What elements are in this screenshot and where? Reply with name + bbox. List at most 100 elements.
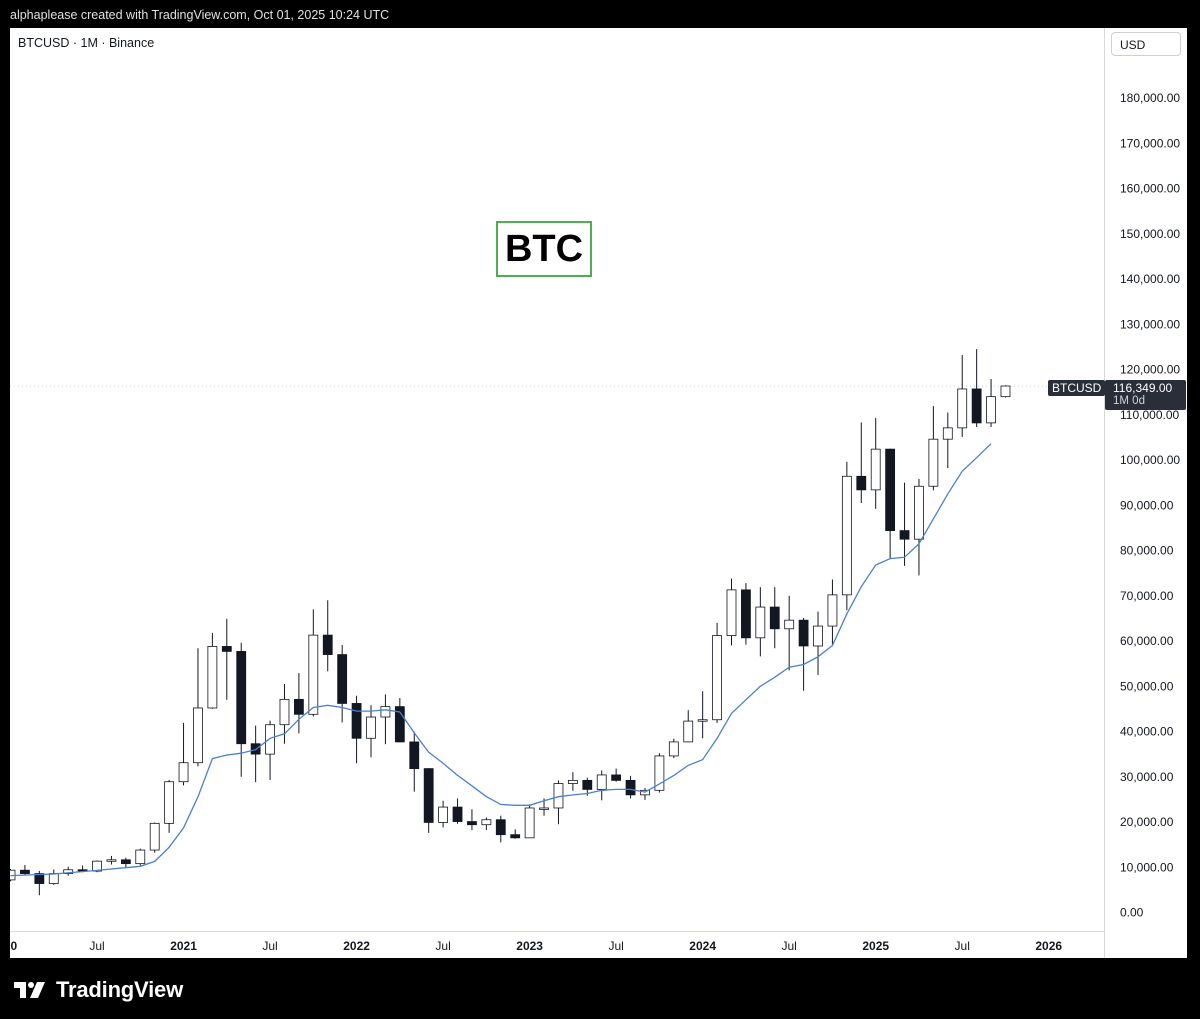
candle-up — [755, 587, 766, 657]
candle-body — [841, 475, 852, 596]
candle-body — [63, 869, 74, 874]
price-tick-label: 130,000.00 — [1120, 317, 1180, 331]
candle-body — [279, 698, 290, 726]
price-tick-label: 50,000.00 — [1120, 679, 1174, 693]
candle-down — [337, 645, 348, 723]
candle-body — [712, 635, 722, 721]
candle-body — [697, 719, 708, 722]
candle-body — [971, 388, 982, 424]
chart-area[interactable]: BTCUSD · 1M · Binance BTC — [10, 28, 1104, 931]
candle-body — [106, 859, 117, 862]
candle-body — [928, 438, 939, 487]
candle-down — [322, 600, 333, 672]
candle-body — [510, 834, 521, 839]
time-tick-label: Jul — [608, 939, 623, 953]
candle-up — [697, 691, 708, 739]
candle-body — [813, 625, 823, 647]
price-tick-label: 180,000.00 — [1120, 91, 1180, 105]
candle-up — [928, 406, 939, 491]
price-tick-label: 160,000.00 — [1120, 182, 1180, 196]
candle-body — [582, 779, 593, 790]
candle-body — [668, 741, 679, 757]
currency-button[interactable]: USD — [1111, 32, 1181, 56]
candle-down — [20, 864, 30, 875]
candle-body — [178, 762, 189, 783]
candle-up — [366, 705, 376, 758]
candle-up — [942, 412, 953, 469]
candle-body — [438, 806, 449, 823]
time-tick-label: Jul — [262, 939, 277, 953]
candle-up — [553, 780, 564, 825]
candle-body — [366, 716, 376, 739]
time-tick-label: 2025 — [862, 939, 889, 953]
candle-down — [798, 617, 809, 691]
candle-body — [741, 589, 751, 639]
candle-up — [654, 753, 665, 793]
candle-body — [798, 619, 809, 647]
candle-up — [668, 738, 679, 759]
candle-body — [48, 873, 59, 884]
attribution-text: alphaplease created with TradingView.com… — [10, 8, 390, 22]
time-tick-label: 2026 — [1035, 939, 1062, 953]
candle-down — [856, 422, 867, 503]
price-tick-label: 120,000.00 — [1120, 363, 1180, 377]
candlestick-chart[interactable] — [10, 28, 1104, 931]
candle-body — [193, 707, 203, 764]
candle-up — [149, 822, 160, 853]
candle-down — [899, 482, 910, 566]
candle-up — [957, 355, 968, 437]
candle-up — [726, 578, 737, 646]
candle-body — [337, 654, 348, 704]
candle-body — [308, 634, 319, 715]
candle-body — [986, 396, 996, 424]
candle-body — [784, 619, 795, 630]
candle-down — [293, 673, 304, 734]
price-tag-box: 116,349.00 1M 0d — [1105, 380, 1186, 410]
price-tick-label: 110,000.00 — [1120, 408, 1179, 422]
price-tick-label: 100,000.00 — [1120, 453, 1180, 467]
candle-up — [164, 779, 175, 833]
time-tick-label: Jul — [89, 939, 104, 953]
candle-up — [63, 866, 74, 876]
candle-up — [596, 770, 607, 801]
candle-up — [841, 461, 852, 611]
candle-up — [683, 710, 694, 743]
candle-up — [1000, 385, 1011, 398]
candle-down — [423, 768, 434, 833]
price-axis[interactable]: USD 0.00 10,000.00 20,000.00 30,000.00 40,00… — [1104, 28, 1188, 958]
candle-up — [567, 772, 578, 791]
candle-down — [236, 642, 247, 777]
tradingview-footer[interactable]: TradingView — [14, 975, 183, 1005]
time-tick-label: 2023 — [516, 939, 543, 953]
candle-up — [193, 648, 203, 767]
candle-up — [308, 609, 319, 717]
time-tick-label: Jul — [435, 939, 450, 953]
candle-body — [265, 724, 275, 755]
candle-body — [20, 869, 30, 874]
price-tag-symbol: BTCUSD — [1048, 380, 1106, 396]
candle-body — [236, 651, 247, 745]
candle-body — [683, 720, 694, 743]
candle-down — [885, 448, 896, 559]
price-tick-label: 170,000.00 — [1120, 136, 1180, 150]
candle-body — [870, 448, 881, 491]
candle-down — [467, 809, 477, 831]
candle-body — [293, 698, 304, 715]
candle-body — [34, 873, 45, 884]
candle-down — [769, 587, 780, 649]
candle-up — [712, 622, 722, 723]
btc-annotation[interactable]: BTC — [496, 221, 592, 277]
price-tick-label: 140,000.00 — [1120, 272, 1180, 286]
candle-body — [481, 819, 492, 826]
time-axis[interactable]: 20 Jul 2021 Jul 2022 Jul 2023 Jul 2024 Jul 2025 Jul… — [10, 931, 1104, 959]
candle-body — [120, 859, 131, 865]
candle-body — [899, 530, 910, 540]
candle-body — [394, 706, 405, 743]
candle-body — [92, 860, 102, 872]
candle-up — [48, 869, 59, 885]
candle-body — [322, 634, 333, 655]
candle-down — [971, 349, 982, 427]
symbol-label[interactable]: BTCUSD · 1M · Binance — [18, 36, 155, 50]
price-tick-label: 10,000.00 — [1120, 860, 1174, 874]
candle-down — [452, 798, 463, 824]
